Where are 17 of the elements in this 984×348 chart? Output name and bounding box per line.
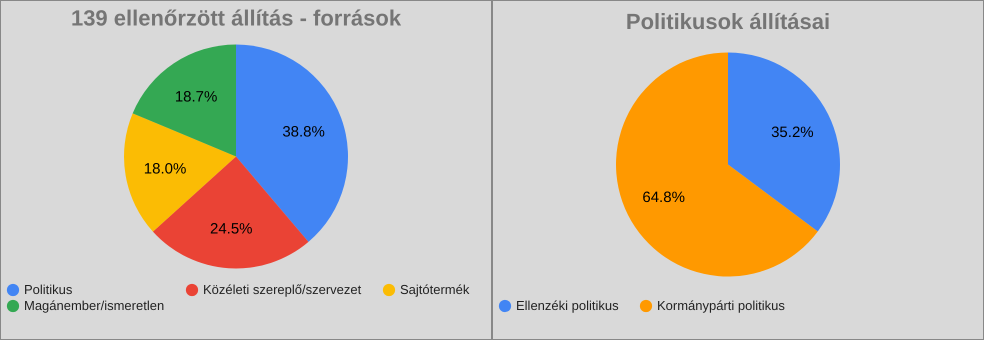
legend-label: Közéleti szereplő/szervezet <box>203 282 362 297</box>
pie-slice <box>728 52 840 232</box>
data-label: 24.5% <box>210 220 253 238</box>
data-label: 35.2% <box>771 124 814 142</box>
legend-label: Magánember/ismeretlen <box>24 298 164 313</box>
chart-title: Politikusok állításai <box>626 9 830 34</box>
data-label: 38.8% <box>282 124 325 141</box>
pie-slice <box>616 52 818 276</box>
chart-title: 139 ellenőrzött állítás - források <box>70 6 402 30</box>
pie-slice <box>132 44 236 156</box>
legend-label: Kormánypárti politikus <box>657 298 786 313</box>
data-label: 18.7% <box>174 88 218 106</box>
data-label: 18.0% <box>144 160 186 178</box>
legend-label: Ellenzéki politikus <box>516 298 620 313</box>
data-label: 64.8% <box>642 188 685 206</box>
legend-label: Politikus <box>24 282 73 297</box>
legend-label: Sajtótermék <box>400 282 470 297</box>
